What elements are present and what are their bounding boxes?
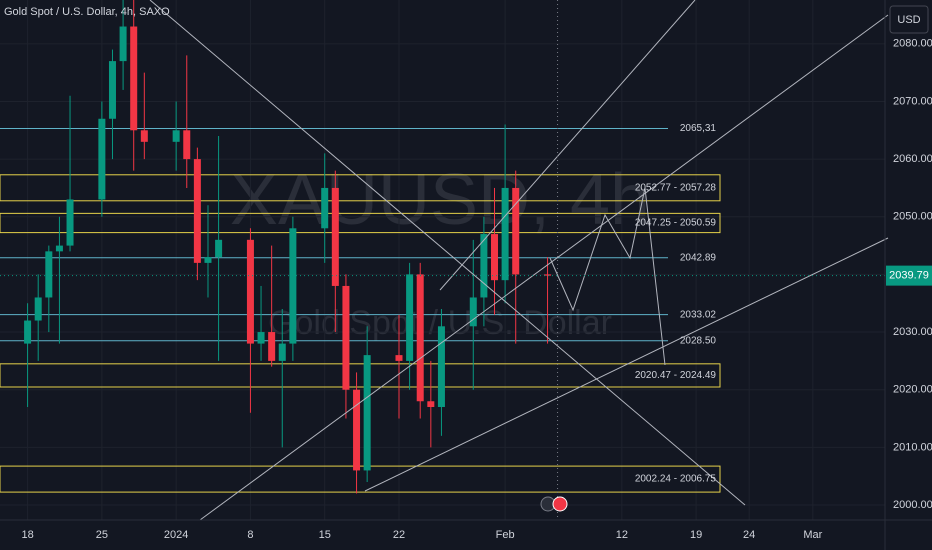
x-tick-label: 8 — [247, 529, 253, 541]
y-tick-label: 2030.00 — [893, 326, 932, 338]
candle-body — [427, 401, 435, 408]
zone — [0, 363, 721, 388]
candle-body — [130, 26, 138, 131]
candle-body — [45, 251, 53, 298]
candle-body — [395, 355, 403, 361]
candle-body — [289, 228, 297, 344]
x-tick-label: Feb — [496, 529, 515, 541]
zone-label: 2002.24 - 2006.75 — [635, 474, 717, 485]
candle-body — [34, 297, 42, 321]
x-tick-label: 15 — [319, 529, 331, 541]
zone-label: 2020.47 - 2024.49 — [635, 370, 717, 381]
zone-label: 2052.77 - 2057.28 — [635, 182, 717, 193]
candle-body — [437, 326, 445, 408]
candle-body — [501, 187, 509, 281]
candle-body — [363, 355, 371, 471]
candle-body — [108, 61, 116, 119]
x-tick-label: Mar — [803, 529, 822, 541]
candle-body — [246, 239, 254, 344]
candle-body — [321, 187, 329, 229]
level-label: 2028.50 — [680, 335, 717, 346]
x-tick-label: 25 — [96, 529, 108, 541]
candle-body — [24, 320, 32, 344]
trend-line — [149, 0, 746, 506]
x-tick-label: 18 — [21, 529, 33, 541]
level-label: 2065,31 — [680, 123, 717, 134]
grid — [0, 0, 885, 520]
x-tick-label: 24 — [743, 529, 755, 541]
candle-body — [480, 234, 488, 298]
y-tick-label: 2050.00 — [893, 211, 932, 223]
price-line — [0, 0, 885, 520]
candle-body — [204, 257, 212, 263]
candle-body — [119, 26, 127, 62]
x-tick-label: 12 — [616, 529, 628, 541]
trend-line — [439, 0, 696, 291]
candle-body — [98, 118, 106, 200]
y-tick-label: 2070.00 — [893, 95, 932, 107]
candle-body — [140, 130, 148, 142]
y-tick-label: 2060.00 — [893, 153, 932, 165]
chart-title: Gold Spot / U.S. Dollar, 4h, SAXO — [4, 6, 170, 18]
candle-body — [66, 199, 74, 246]
candle-body — [193, 159, 201, 263]
last-price-label: 2039.79 — [889, 270, 929, 282]
zone — [0, 174, 721, 202]
candle-body — [268, 332, 276, 361]
candle-body — [512, 187, 520, 275]
candle-body — [215, 239, 223, 258]
last-price-tag — [886, 265, 932, 286]
y-tick-label: 2000.00 — [893, 499, 932, 511]
candle-body — [183, 130, 191, 160]
y-tick-label: 2020.00 — [893, 384, 932, 396]
y-tick-label: 2010.00 — [893, 441, 932, 453]
y-tick-label: 2080.00 — [893, 38, 932, 50]
level-label: 2033.02 — [680, 309, 717, 320]
candle-body — [257, 332, 265, 344]
candle-body — [416, 274, 424, 402]
candle-body — [353, 389, 361, 471]
currency-button[interactable] — [889, 5, 929, 34]
drawings — [149, 0, 889, 521]
candle-body — [544, 274, 552, 276]
trend-line — [199, 14, 889, 521]
projection-path — [549, 187, 666, 366]
level-label: 2042.89 — [680, 252, 717, 263]
zone — [0, 212, 721, 234]
zone-label: 2047.25 - 2050.59 — [635, 218, 717, 229]
candle-body — [406, 274, 414, 361]
candle-body — [342, 285, 350, 390]
x-tick-label: 22 — [393, 529, 405, 541]
currency-label[interactable]: USD — [897, 14, 920, 26]
event-icon[interactable] — [552, 496, 568, 512]
candles — [24, 0, 552, 494]
x-tick-label: 2024 — [164, 529, 188, 541]
x-tick-label: 19 — [690, 529, 702, 541]
candle-body — [490, 234, 498, 281]
candle-body — [278, 343, 286, 361]
candle-body — [55, 245, 63, 252]
candle-body — [469, 297, 477, 327]
watermark: XAUUSD, 4h — [230, 160, 650, 240]
candle-body — [172, 130, 180, 142]
candle-body — [331, 187, 339, 286]
trend-line — [364, 237, 889, 492]
